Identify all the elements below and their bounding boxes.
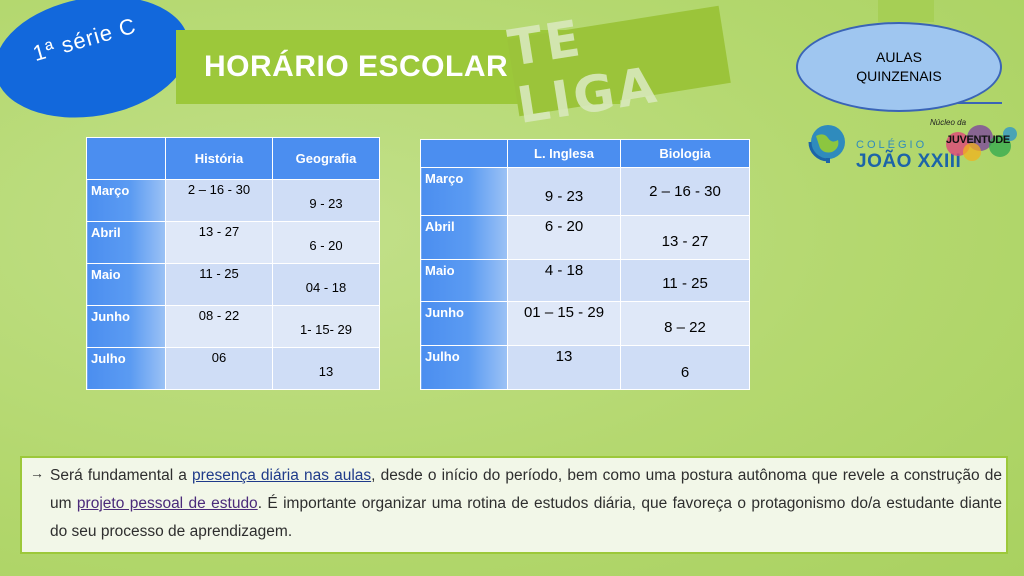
table-row: Abril 6 - 20 13 - 27 <box>420 215 750 260</box>
juventude-logo-splash <box>946 125 1017 161</box>
month-label: Junho <box>86 305 166 348</box>
note-part: , desde o início do período, bem como um… <box>50 467 1003 512</box>
table-row: Junho 08 - 22 1- 15- 29 <box>86 305 380 348</box>
table-cell: 1- 15- 29 <box>272 305 380 348</box>
top-accent-bar <box>878 0 934 22</box>
table-cell: 9 - 23 <box>272 179 380 222</box>
table-cell: 01 – 15 - 29 <box>507 301 621 346</box>
table-cell: 04 - 18 <box>272 263 380 306</box>
table-row: Maio 11 - 25 04 - 18 <box>86 263 380 306</box>
callout-line2: QUINZENAIS <box>856 68 942 84</box>
schedule-table-2: L. Inglesa Biologia Março 9 - 23 2 – 16 … <box>420 139 750 390</box>
table-cell: 13 - 27 <box>620 215 750 260</box>
note-part: Será fundamental a <box>50 467 193 484</box>
table-row: Julho 06 13 <box>86 347 380 390</box>
table-cell: 9 - 23 <box>507 167 621 216</box>
month-label: Junho <box>420 301 508 346</box>
table-row: Abril 13 - 27 6 - 20 <box>86 221 380 264</box>
column-header: História <box>165 137 273 180</box>
arrow-icon: → <box>30 465 44 481</box>
table-corner <box>86 137 166 180</box>
schedule-table-1: História Geografia Março 2 – 16 - 30 9 -… <box>86 137 380 390</box>
table-cell: 2 – 16 - 30 <box>165 179 273 222</box>
table-row: Março 2 – 16 - 30 9 - 23 <box>86 179 380 222</box>
table-cell: 13 <box>507 345 621 390</box>
table-row: Março 9 - 23 2 – 16 - 30 <box>420 167 750 216</box>
table-corner <box>420 139 508 168</box>
month-label: Abril <box>420 215 508 260</box>
table-cell: 6 <box>620 345 750 390</box>
month-label: Abril <box>86 221 166 264</box>
page-title: HORÁRIO ESCOLAR <box>204 50 509 83</box>
note-part: . É importante organizar uma rotina de e… <box>50 495 1002 540</box>
table-cell: 06 <box>165 347 273 390</box>
highlight-presence: presença diária nas aulas <box>192 467 372 484</box>
logo-small-text: COLÉGIO <box>856 139 928 151</box>
month-label: Março <box>86 179 166 222</box>
column-header: Geografia <box>272 137 380 180</box>
stamp-text: TE LIGA <box>504 8 663 136</box>
table-cell: 11 - 25 <box>620 259 750 302</box>
globe-icon <box>808 125 845 163</box>
callout-tail <box>958 80 1002 104</box>
table-cell: 6 - 20 <box>507 215 621 260</box>
table-cell: 08 - 22 <box>165 305 273 348</box>
note-box <box>20 456 1008 554</box>
table-row: Maio 4 - 18 11 - 25 <box>420 259 750 302</box>
column-header: L. Inglesa <box>507 139 621 168</box>
logo-name: JOÃO XXIII <box>856 151 962 172</box>
table-cell: 2 – 16 - 30 <box>620 167 750 216</box>
juventude-tag: JUVENTUDE <box>946 134 1010 146</box>
table-cell: 13 - 27 <box>165 221 273 264</box>
highlight-project: projeto pessoal de estudo <box>76 495 258 512</box>
month-label: Julho <box>86 347 166 390</box>
table-cell: 11 - 25 <box>165 263 273 306</box>
te-liga-stamp: TE LIGA <box>504 5 731 135</box>
month-label: Maio <box>86 263 166 306</box>
column-header: Biologia <box>620 139 750 168</box>
month-label: Maio <box>420 259 508 302</box>
callout-bubble: AULAS QUINZENAIS <box>796 22 1002 112</box>
table-row: Junho 01 – 15 - 29 8 – 22 <box>420 301 750 346</box>
callout-line1: AULAS <box>876 49 922 65</box>
note-text: Será fundamental a presença diária nas a… <box>50 462 1002 546</box>
class-badge <box>0 0 199 133</box>
table-cell: 13 <box>272 347 380 390</box>
juventude-tag-top: Núcleo da <box>930 118 967 127</box>
month-label: Julho <box>420 345 508 390</box>
table-cell: 4 - 18 <box>507 259 621 302</box>
table-cell: 6 - 20 <box>272 221 380 264</box>
month-label: Março <box>420 167 508 216</box>
table-cell: 8 – 22 <box>620 301 750 346</box>
table-row: Julho 13 6 <box>420 345 750 390</box>
